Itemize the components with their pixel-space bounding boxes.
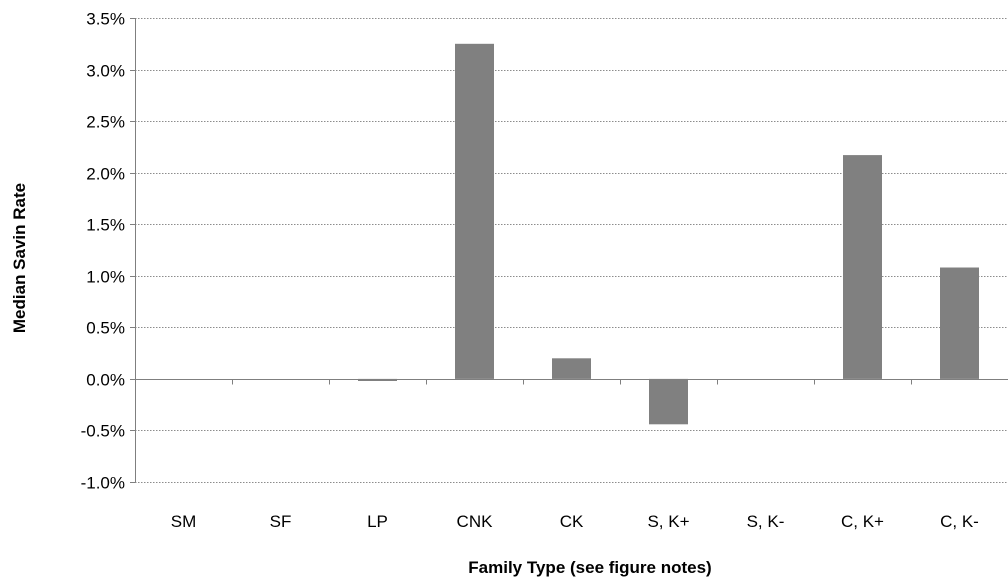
- x-tick-label: SM: [171, 512, 197, 531]
- x-tick-label: LP: [367, 512, 388, 531]
- y-tick-label: 2.5%: [86, 113, 125, 132]
- y-tick-label: 0.0%: [86, 371, 125, 390]
- x-tick-label: C, K-: [940, 512, 979, 531]
- bar: [552, 358, 591, 379]
- y-axis-title: Median Savin Rate: [10, 183, 29, 333]
- bar: [455, 43, 494, 379]
- x-tick-labels: SM SF LP CNK CK S, K+ S, K- C, K+ C, K-: [171, 512, 979, 531]
- y-tick-label: 3.0%: [86, 62, 125, 81]
- gridlines: [135, 18, 1008, 483]
- y-tick-label: -1.0%: [81, 474, 125, 493]
- bars: [358, 43, 979, 425]
- y-tick-label: 2.0%: [86, 165, 125, 184]
- x-tick-label: S, K+: [647, 512, 689, 531]
- y-tick-label: 3.5%: [86, 10, 125, 29]
- x-tick-label: CNK: [457, 512, 494, 531]
- y-tick-label: 0.5%: [86, 319, 125, 338]
- y-tick-labels: -1.0% -0.5% 0.0% 0.5% 1.0% 1.5% 2.0% 2.5% 3.0% 3.…: [81, 10, 125, 493]
- bar: [940, 267, 979, 379]
- bar: [649, 378, 688, 425]
- y-tick-label: -0.5%: [81, 422, 125, 441]
- x-axis-title: Family Type (see figure notes): [468, 558, 711, 577]
- y-tick-label: 1.5%: [86, 216, 125, 235]
- y-tick-label: 1.0%: [86, 268, 125, 287]
- x-tick-label: SF: [270, 512, 292, 531]
- x-tick-label: C, K+: [841, 512, 884, 531]
- bar: [843, 155, 882, 379]
- x-tick-label: S, K-: [747, 512, 785, 531]
- axes: [130, 18, 1008, 483]
- x-tick-label: CK: [560, 512, 584, 531]
